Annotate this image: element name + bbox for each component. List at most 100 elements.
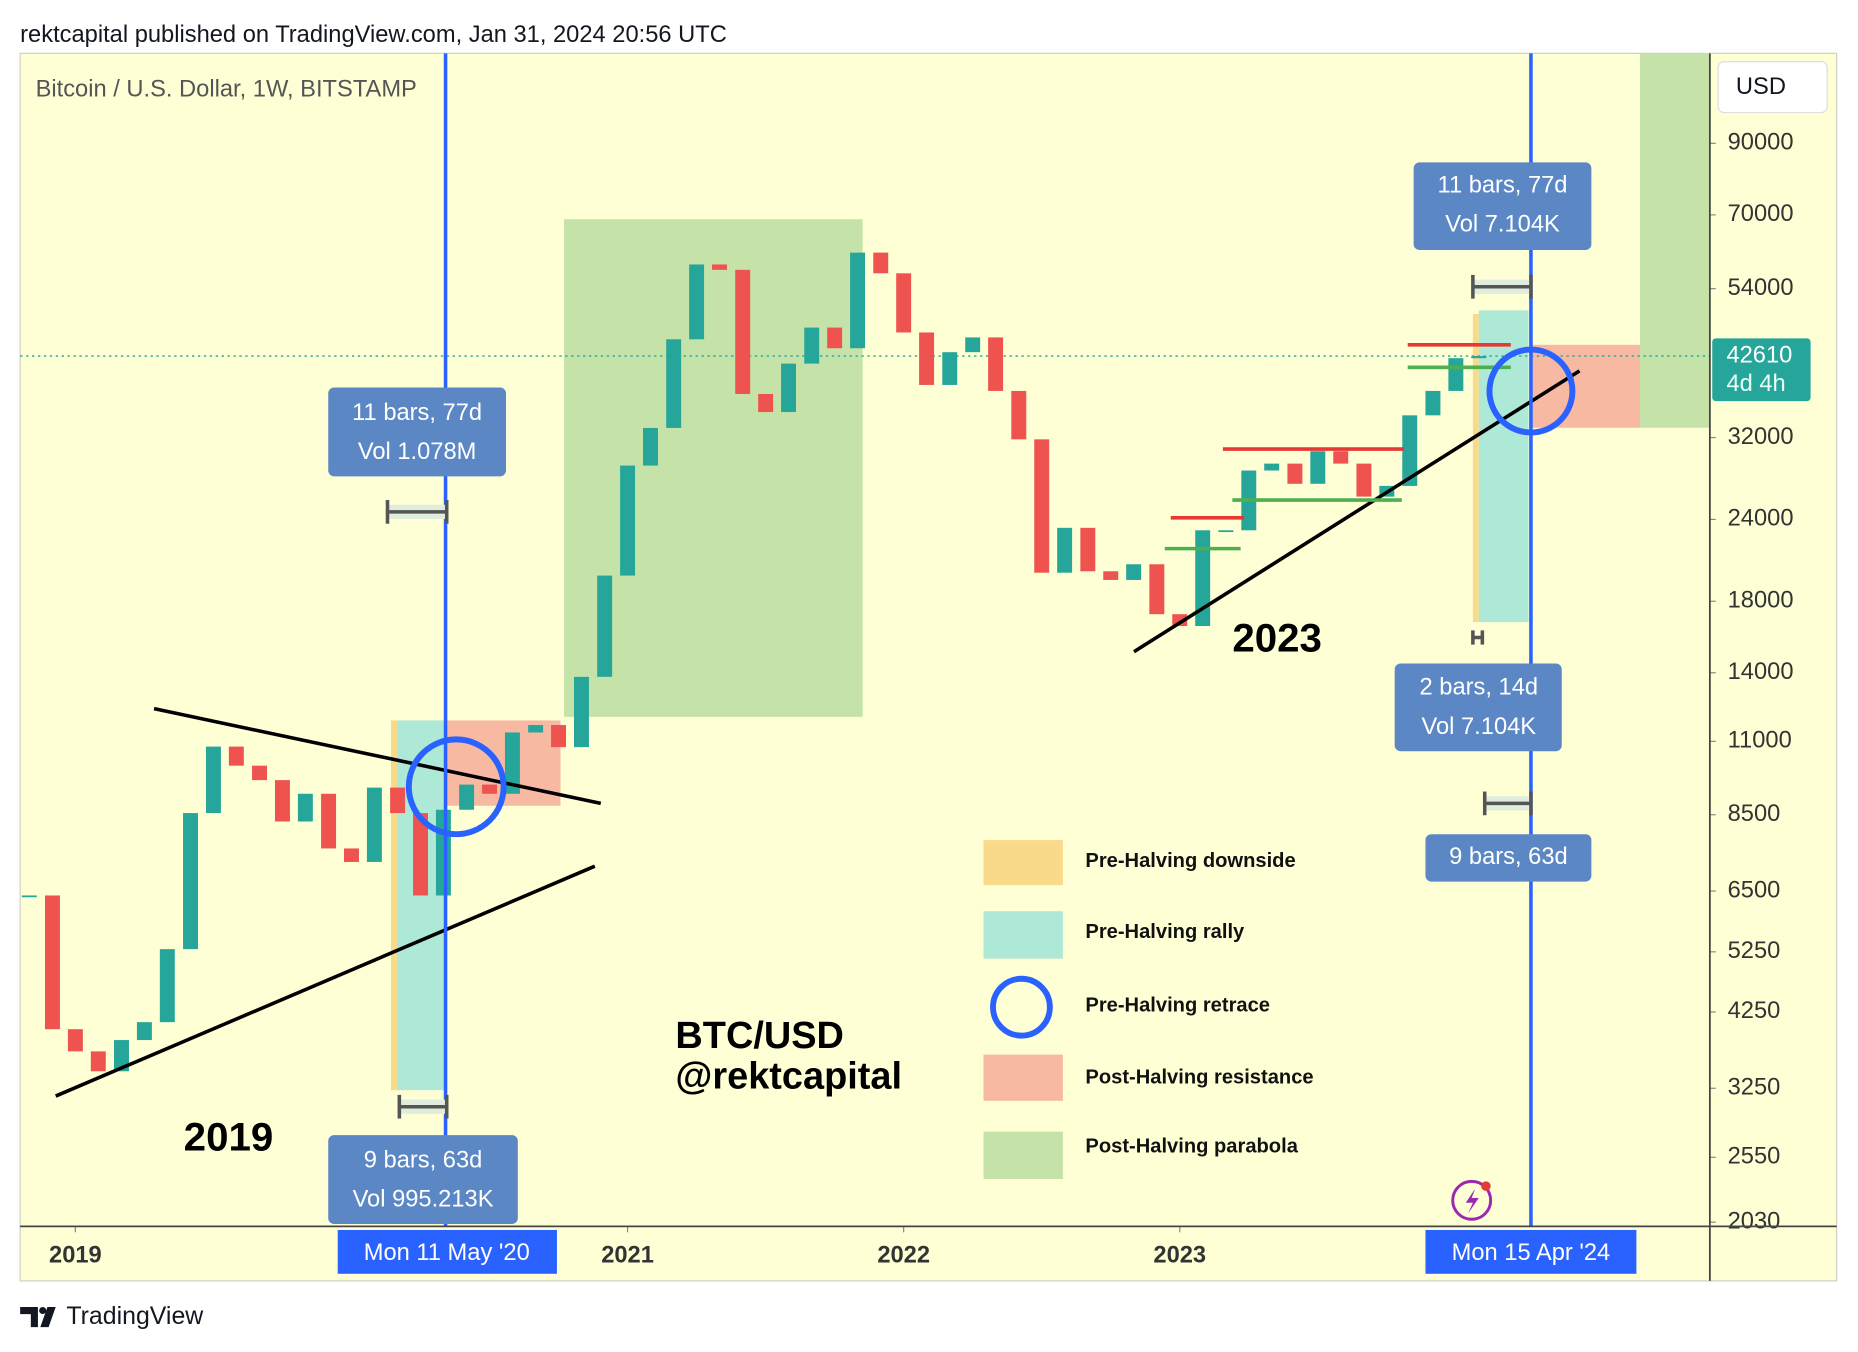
candle — [528, 725, 544, 733]
candle — [597, 575, 613, 677]
symbol-title: Bitcoin / U.S. Dollar, 1W, BITSTAMP — [36, 76, 417, 102]
y-tick-label: 2550 — [1728, 1144, 1781, 1170]
logo-dot — [39, 1306, 47, 1315]
candle — [1425, 390, 1441, 416]
legend-swatch — [983, 1131, 1063, 1180]
candle — [1149, 564, 1165, 615]
candle — [343, 848, 359, 862]
candle — [321, 793, 337, 849]
y-tick-label: 32000 — [1728, 424, 1794, 450]
legend-swatch — [983, 840, 1063, 886]
retrace-circle — [1486, 346, 1576, 436]
candle — [1195, 530, 1211, 627]
measure-span: 9 bars, 63d — [364, 1147, 483, 1173]
candle — [965, 337, 981, 353]
legend-label: Pre-Halving rally — [1085, 921, 1245, 943]
candle — [504, 732, 520, 794]
candle — [159, 949, 175, 1023]
candle — [1402, 415, 1418, 486]
legend-swatch — [990, 975, 1053, 1039]
measure-box — [328, 1135, 518, 1225]
drawings: 11 bars, 77d Vol 1.078M 9 bars, 63d Vol … — [55, 53, 1592, 1227]
y-tick-label: 14000 — [1728, 659, 1794, 685]
candle — [1218, 530, 1234, 533]
crosshair-date: Mon 11 May '20 — [364, 1240, 530, 1266]
x-tick-label: 2023 — [1153, 1242, 1206, 1268]
legend-label: Pre-Halving downside — [1085, 850, 1295, 872]
trendline — [1133, 369, 1581, 654]
candle — [1034, 439, 1050, 573]
candle — [297, 793, 313, 822]
crosshair-date-box — [1425, 1229, 1637, 1274]
candle — [988, 337, 1004, 391]
candle — [804, 327, 820, 364]
annotation: @rektcapital — [675, 1055, 902, 1097]
legend-label: Post-Halving parabola — [1085, 1135, 1298, 1157]
y-tick-label: 11000 — [1728, 728, 1792, 754]
x-tick-label: 2022 — [877, 1242, 930, 1268]
candle — [643, 427, 658, 466]
trendline — [55, 864, 596, 1098]
candle — [44, 895, 60, 1030]
candle — [712, 264, 727, 270]
candle — [1310, 451, 1326, 484]
candle — [1264, 463, 1280, 471]
y-tick-label: 2030 — [1728, 1208, 1781, 1234]
candle — [1011, 390, 1027, 440]
retrace-circle — [405, 736, 507, 838]
resistance-zone — [1530, 344, 1640, 428]
legend-swatch — [983, 911, 1063, 959]
measure-span: 2 bars, 14d — [1420, 675, 1539, 701]
parabola-zone — [564, 219, 863, 717]
candle — [850, 252, 866, 349]
legend-label: Pre-Halving retrace — [1085, 994, 1270, 1016]
currency-button[interactable] — [1717, 61, 1828, 114]
measure-box — [1394, 663, 1562, 752]
measure-volume: Vol 7.104K — [1445, 211, 1560, 237]
candle — [620, 465, 636, 576]
candle — [551, 725, 567, 748]
candle — [459, 784, 475, 810]
last-price-box — [1712, 338, 1811, 402]
measure-span: 11 bars, 77d — [1438, 172, 1568, 198]
candle — [689, 264, 705, 340]
candle — [1057, 527, 1073, 573]
crosshair-date: Mon 15 Apr '24 — [1452, 1240, 1611, 1266]
y-tick-label: 18000 — [1728, 588, 1794, 614]
y-tick-label: 4250 — [1728, 998, 1781, 1024]
measure-box — [328, 387, 506, 477]
parabola-zone — [1639, 53, 1710, 428]
candle — [67, 1029, 83, 1052]
alert-dot — [1481, 1181, 1491, 1191]
y-tick-label: 70000 — [1728, 201, 1794, 227]
candle — [1080, 527, 1096, 572]
alert-icon[interactable] — [1451, 1179, 1493, 1221]
candle — [1448, 358, 1464, 391]
annotation: 2023 — [1232, 616, 1322, 661]
y-tick-label: 6500 — [1728, 877, 1781, 903]
trendline — [153, 706, 602, 806]
candle — [21, 895, 37, 898]
candle — [1172, 614, 1188, 627]
candle — [1287, 463, 1303, 484]
legend-label: Post-Halving resistance — [1085, 1067, 1313, 1089]
candle — [758, 393, 774, 413]
downside-zone — [391, 720, 397, 1091]
candle — [1356, 463, 1372, 497]
rally-zone — [396, 720, 447, 1091]
currency[interactable]: USD — [1736, 74, 1786, 100]
legend-swatch — [983, 1054, 1063, 1101]
candles — [21, 252, 1487, 1072]
y-tick-label: 3250 — [1728, 1075, 1781, 1101]
measure-volume: Vol 995.213K — [353, 1187, 494, 1213]
candle — [482, 784, 498, 794]
candle — [366, 787, 382, 862]
last-price: 42610 — [1726, 342, 1792, 368]
candle — [666, 339, 682, 428]
candle — [1333, 451, 1349, 464]
measure-box — [1425, 834, 1592, 882]
candle — [413, 813, 428, 896]
y-tick-label: 5250 — [1728, 938, 1781, 964]
